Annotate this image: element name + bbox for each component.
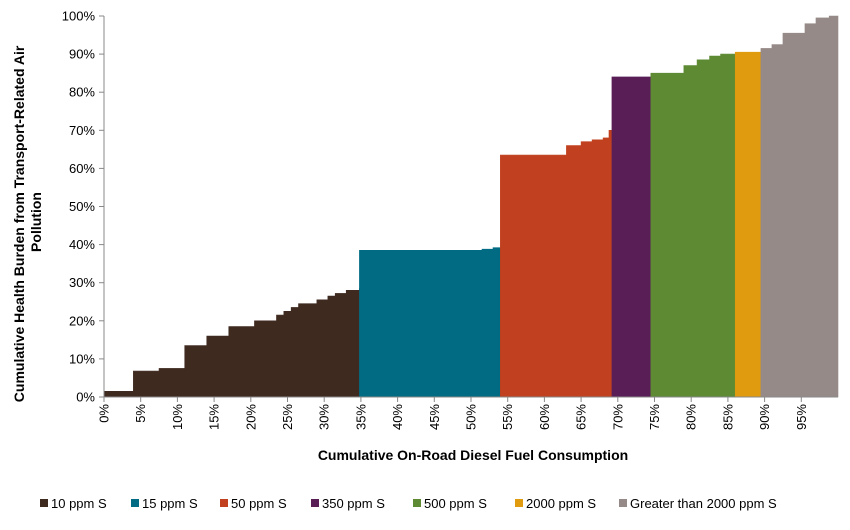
legend-swatch	[619, 499, 627, 507]
x-tick-label: 0%	[97, 404, 112, 423]
legend-label: 500 ppm S	[424, 496, 487, 511]
y-tick-label: 80%	[69, 85, 95, 100]
legend-label: 350 ppm S	[322, 496, 385, 511]
x-tick-label: 25%	[280, 404, 295, 430]
x-tick-label: 20%	[243, 404, 258, 430]
legend-item-500-ppm-s[interactable]: 500 ppm S	[413, 496, 487, 511]
area-350-ppm-s	[611, 76, 652, 398]
legend-label: 15 ppm S	[142, 496, 198, 511]
legend-item-2000-ppm-s[interactable]: 2000 ppm S	[515, 496, 596, 511]
x-tick-label: 30%	[317, 404, 332, 430]
legend-swatch	[311, 499, 319, 507]
legend-item-50-ppm-s[interactable]: 50 ppm S	[220, 496, 287, 511]
x-tick-label: 95%	[794, 404, 809, 430]
area-series-group	[103, 15, 839, 398]
x-tick-label: 35%	[353, 404, 368, 430]
area-50-ppm-s	[500, 130, 613, 398]
legend-item-greater-than-2000-ppm-s[interactable]: Greater than 2000 ppm S	[619, 496, 777, 511]
x-tick-label: 15%	[207, 404, 222, 430]
y-tick-label: 50%	[69, 199, 95, 214]
area-2000-ppm-s	[734, 51, 762, 398]
legend-label: 50 ppm S	[231, 496, 287, 511]
x-tick-label: 40%	[390, 404, 405, 430]
x-tick-label: 60%	[537, 404, 552, 430]
area-500-ppm-s	[650, 53, 736, 398]
x-tick-label: 10%	[170, 404, 185, 430]
y-tick-label: 20%	[69, 313, 95, 328]
y-tick-labels: 0% 10% 20% 30% 40% 50% 60% 70% 80% 90% 100%	[62, 9, 96, 405]
x-tick-labels: 0% 5% 10% 15% 20% 25% 30% 35% 40% 45% 50% 55% 60% 65%…	[97, 404, 809, 430]
x-tick-label: 50%	[464, 404, 479, 430]
x-tick-label: 65%	[574, 404, 589, 430]
legend-swatch	[220, 499, 228, 507]
legend-label: 2000 ppm S	[526, 496, 596, 511]
legend-swatch	[413, 499, 421, 507]
y-tick-label: 0%	[76, 390, 95, 405]
legend-label: Greater than 2000 ppm S	[630, 496, 777, 511]
y-tick-label: 100%	[62, 9, 96, 24]
y-tick-label: 60%	[69, 161, 95, 176]
y-axis-title-line-1: Cumulative Health Burden from Transport-…	[11, 45, 27, 402]
legend-swatch	[131, 499, 139, 507]
legend[interactable]: 10 ppm S 15 ppm S 50 ppm S 350 ppm S 500 ppm…	[40, 496, 777, 511]
y-tick-label: 90%	[69, 47, 95, 62]
area-15-ppm-s	[359, 247, 501, 398]
x-axis-title: Cumulative On-Road Diesel Fuel Consumpti…	[318, 447, 628, 463]
x-tick-label: 80%	[684, 404, 699, 430]
x-tick-label: 45%	[427, 404, 442, 430]
x-tick-label: 55%	[500, 404, 515, 430]
x-tick-label: 5%	[133, 404, 148, 423]
x-tick-label: 85%	[720, 404, 735, 430]
axes	[99, 15, 838, 402]
area-greater-than-2000-ppm-s	[760, 15, 839, 398]
legend-swatch	[40, 499, 48, 507]
y-tick-label: 30%	[69, 275, 95, 290]
y-tick-label: 10%	[69, 351, 95, 366]
y-tick-label: 70%	[69, 123, 95, 138]
legend-item-350-ppm-s[interactable]: 350 ppm S	[311, 496, 385, 511]
y-tick-label: 40%	[69, 237, 95, 252]
legend-item-10-ppm-s[interactable]: 10 ppm S	[40, 496, 107, 511]
x-tick-label: 75%	[647, 404, 662, 430]
y-axis-title: Cumulative Health Burden from Transport-…	[11, 42, 44, 402]
legend-label: 10 ppm S	[51, 496, 107, 511]
area-10-ppm-s	[103, 288, 360, 398]
legend-swatch	[515, 499, 523, 507]
x-tick-label: 70%	[610, 404, 625, 430]
y-axis-title-line-2: Pollution	[28, 192, 44, 252]
legend-item-15-ppm-s[interactable]: 15 ppm S	[131, 496, 198, 511]
x-tick-label: 90%	[757, 404, 772, 430]
